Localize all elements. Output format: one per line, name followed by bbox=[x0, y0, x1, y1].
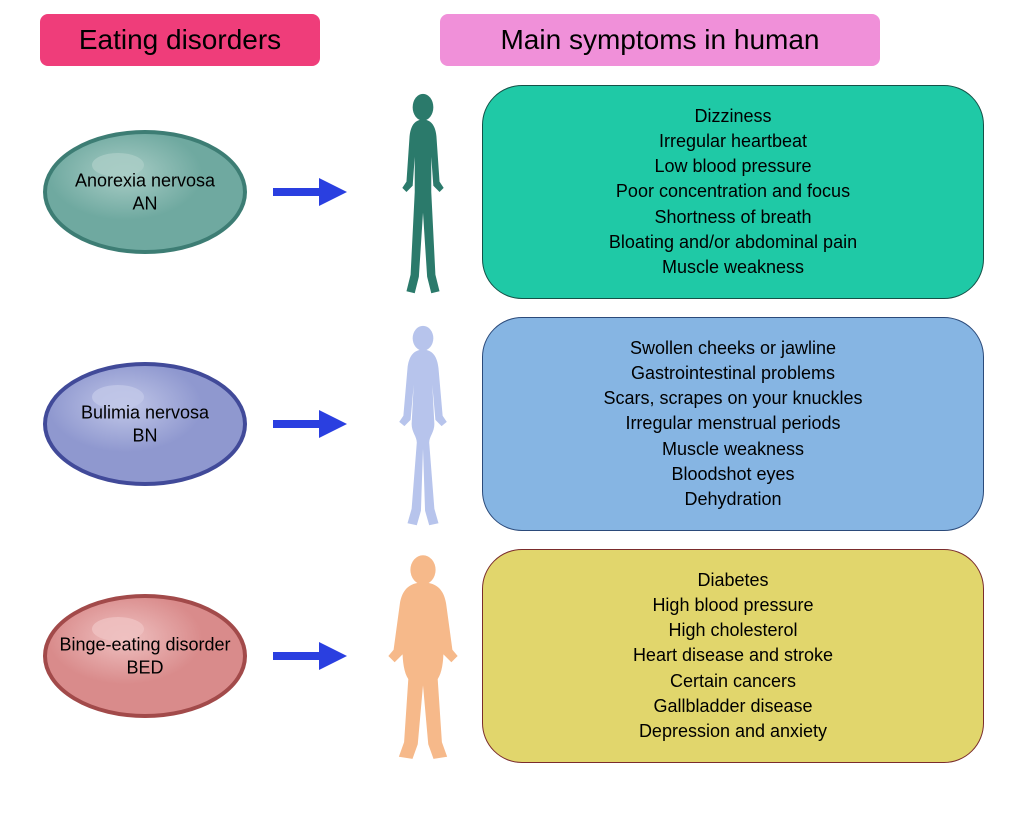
symptom-item: High blood pressure bbox=[513, 593, 953, 618]
symptom-item: Gastrointestinal problems bbox=[513, 361, 953, 386]
disorder-name: Anorexia nervosa bbox=[75, 171, 215, 191]
human-figure-icon bbox=[368, 82, 478, 302]
symptom-item: High cholesterol bbox=[513, 618, 953, 643]
symptom-item: Heart disease and stroke bbox=[513, 643, 953, 668]
symptom-box: Swollen cheeks or jawlineGastrointestina… bbox=[482, 317, 984, 531]
symptom-box: DiabetesHigh blood pressureHigh choleste… bbox=[482, 549, 984, 763]
disorder-abbrev: BED bbox=[126, 657, 163, 677]
disorder-abbrev: BN bbox=[132, 425, 157, 445]
symptom-box: DizzinessIrregular heartbeatLow blood pr… bbox=[482, 85, 984, 299]
symptom-item: Bloating and/or abdominal pain bbox=[513, 230, 953, 255]
symptom-item: Muscle weakness bbox=[513, 437, 953, 462]
human-figure-icon bbox=[368, 546, 478, 766]
header-left: Eating disorders bbox=[40, 14, 320, 66]
arrow-icon bbox=[254, 636, 364, 676]
symptom-item: Irregular menstrual periods bbox=[513, 411, 953, 436]
disorder-abbrev: AN bbox=[132, 193, 157, 213]
symptom-item: Poor concentration and focus bbox=[513, 179, 953, 204]
arrow-icon bbox=[254, 404, 364, 444]
symptom-item: Bloodshot eyes bbox=[513, 462, 953, 487]
symptom-item: Irregular heartbeat bbox=[513, 129, 953, 154]
symptom-item: Certain cancers bbox=[513, 669, 953, 694]
human-figure-icon bbox=[368, 314, 478, 534]
disorder-label: Bulimia nervosa BN bbox=[55, 402, 235, 447]
symptom-item: Gallbladder disease bbox=[513, 694, 953, 719]
symptom-item: Muscle weakness bbox=[513, 255, 953, 280]
header-row: Eating disorders Main symptoms in human bbox=[0, 0, 1024, 76]
arrow-icon bbox=[254, 172, 364, 212]
disorder-row: Binge-eating disorder BED DiabetesHigh b… bbox=[0, 540, 1024, 772]
disorder-cell: Anorexia nervosa AN bbox=[40, 127, 250, 257]
symptom-item: Diabetes bbox=[513, 568, 953, 593]
disorder-label: Anorexia nervosa AN bbox=[55, 170, 235, 215]
disorder-cell: Binge-eating disorder BED bbox=[40, 591, 250, 721]
disorder-row: Anorexia nervosa AN DizzinessIrregular h… bbox=[0, 76, 1024, 308]
symptom-item: Shortness of breath bbox=[513, 205, 953, 230]
disorder-name: Binge-eating disorder bbox=[59, 635, 230, 655]
symptom-item: Scars, scrapes on your knuckles bbox=[513, 386, 953, 411]
symptom-item: Dizziness bbox=[513, 104, 953, 129]
rows-container: Anorexia nervosa AN DizzinessIrregular h… bbox=[0, 76, 1024, 772]
symptom-item: Depression and anxiety bbox=[513, 719, 953, 744]
disorder-label: Binge-eating disorder BED bbox=[55, 634, 235, 679]
symptom-item: Low blood pressure bbox=[513, 154, 953, 179]
disorder-name: Bulimia nervosa bbox=[81, 403, 209, 423]
symptom-item: Dehydration bbox=[513, 487, 953, 512]
symptom-item: Swollen cheeks or jawline bbox=[513, 336, 953, 361]
header-right: Main symptoms in human bbox=[440, 14, 880, 66]
disorder-row: Bulimia nervosa BN Swollen cheeks or jaw… bbox=[0, 308, 1024, 540]
disorder-cell: Bulimia nervosa BN bbox=[40, 359, 250, 489]
